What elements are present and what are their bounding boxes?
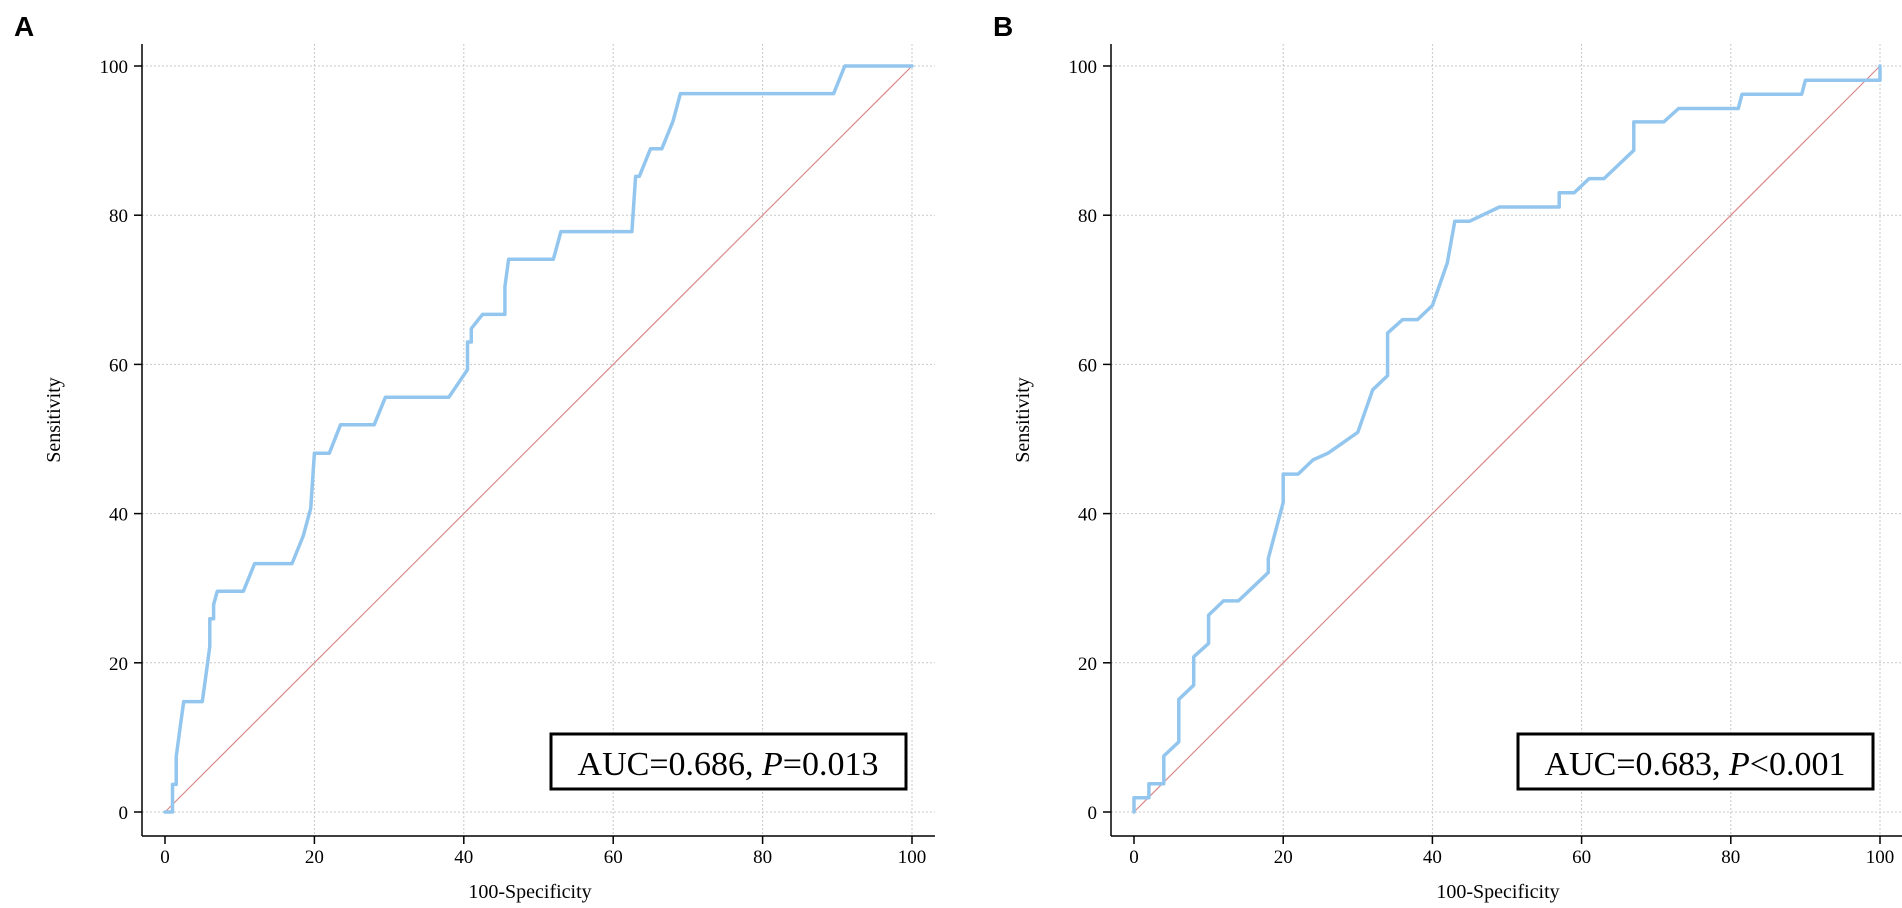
chart-b-roc-curve xyxy=(1132,64,1882,814)
chart-a-annotation-box xyxy=(549,732,908,791)
chart-b-y-axis-title: Sensitivity xyxy=(1012,377,1034,463)
chart-b-gridlines xyxy=(1111,44,1902,836)
chart-b-ticks: 0 20 40 60 80 100 0 20 40 60 80 100 xyxy=(1069,57,1895,868)
chart-a-p-label: P xyxy=(761,746,783,783)
chart-b-x-tick-label: 40 xyxy=(1423,847,1442,868)
chart-b-x-tick-label: 80 xyxy=(1721,847,1740,868)
chart-b-auc-value: AUC=0.683, xyxy=(1545,746,1729,783)
chart-a-auc-annotation: AUC=0.686, P=0.013 xyxy=(549,732,908,791)
chart-b-plot-frame xyxy=(1110,44,1902,837)
chart-b-reference-line xyxy=(1133,65,1881,813)
chart-b-x-axis-title: 100-Specificity xyxy=(1436,881,1559,903)
chart-b-p-label: P xyxy=(1728,746,1750,783)
chart-a-annotation-text: AUC=0.686, P=0.013 xyxy=(578,746,879,783)
chart-a-plot-frame xyxy=(141,44,935,837)
roc-chart-b: B 0 20 40 60 80 100 0 20 40 60 80 100 100-Specifici… xyxy=(993,11,1902,903)
chart-a-y-tick-label: 60 xyxy=(109,355,128,376)
chart-b-x-tick-label: 0 xyxy=(1129,847,1139,868)
chart-a-y-tick-label: 20 xyxy=(109,654,128,675)
chart-a-x-tick-label: 0 xyxy=(160,847,170,868)
chart-a-series xyxy=(163,64,914,814)
chart-b-y-tick-label: 40 xyxy=(1078,505,1097,526)
chart-a-y-tick-label: 0 xyxy=(119,803,129,824)
chart-b-y-tick-label: 100 xyxy=(1069,57,1098,78)
panel-a-label: A xyxy=(14,11,34,42)
chart-b-x-tick-label: 20 xyxy=(1274,847,1293,868)
chart-a-x-tick-label: 20 xyxy=(305,847,324,868)
chart-a-y-axis-title: Sensitivity xyxy=(43,377,65,463)
chart-b-series xyxy=(1132,64,1882,814)
chart-a-x-tick-label: 100 xyxy=(898,847,927,868)
chart-a-ticks: 0 20 40 60 80 100 0 20 40 60 80 100 xyxy=(100,57,927,868)
chart-a-x-tick-label: 80 xyxy=(753,847,772,868)
chart-b-annotation-text: AUC=0.683, P<0.001 xyxy=(1545,746,1846,783)
chart-b-y-tick-label: 20 xyxy=(1078,654,1097,675)
chart-a-y-tick-label: 80 xyxy=(109,206,128,227)
chart-b-x-tick-label: 60 xyxy=(1572,847,1591,868)
chart-a-x-tick-label: 40 xyxy=(454,847,473,868)
chart-a-auc-value: AUC=0.686, xyxy=(578,746,762,783)
chart-b-annotation-box xyxy=(1516,732,1875,791)
chart-a-roc-curve xyxy=(163,64,914,814)
chart-a-y-tick-label: 100 xyxy=(100,57,129,78)
chart-a-y-tick-label: 40 xyxy=(109,505,128,526)
chart-a-x-axis-title: 100-Specificity xyxy=(468,881,591,903)
chart-b-y-tick-label: 0 xyxy=(1088,803,1098,824)
chart-a-p-value: =0.013 xyxy=(783,746,879,783)
roc-chart-a: A 0 20 40 60 80 100 0 20 40 60 80 100 100-Specifici… xyxy=(14,11,935,903)
chart-b-auc-annotation: AUC=0.683, P<0.001 xyxy=(1516,732,1875,791)
chart-b-y-tick-label: 80 xyxy=(1078,206,1097,227)
chart-a-gridlines xyxy=(142,44,935,836)
chart-b-y-tick-label: 60 xyxy=(1078,355,1097,376)
chart-a-reference-line xyxy=(164,65,913,813)
chart-a-x-tick-label: 60 xyxy=(604,847,623,868)
chart-b-p-value: <0.001 xyxy=(1750,746,1846,783)
chart-b-x-tick-label: 100 xyxy=(1866,847,1895,868)
panel-b-label: B xyxy=(993,11,1013,42)
